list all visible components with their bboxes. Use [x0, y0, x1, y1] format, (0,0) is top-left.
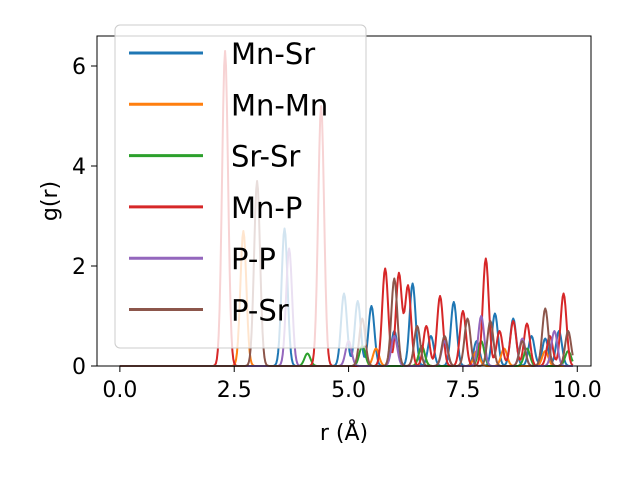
x-tick-label: 0.0: [102, 378, 137, 403]
legend-label-mn-sr: Mn-Sr: [231, 37, 315, 71]
legend-label-sr-sr: Sr-Sr: [231, 140, 300, 174]
y-tick-label: 2: [72, 255, 86, 280]
legend-label-p-sr: P-Sr: [231, 294, 289, 328]
x-tick-label: 2.5: [217, 378, 252, 403]
legend-label-mn-mn: Mn-Mn: [231, 88, 328, 122]
x-tick-label: 7.5: [445, 378, 480, 403]
x-tick-label: 5.0: [331, 378, 366, 403]
ticks: 0.0 2.5 5.0 7.5 10.0 0 2 4 6: [72, 55, 602, 403]
x-axis-label: r (Å): [320, 419, 368, 446]
y-tick-label: 0: [72, 355, 86, 380]
y-axis-label: g(r): [38, 181, 63, 221]
y-tick-label: 6: [72, 55, 86, 80]
legend-label-p-p: P-P: [231, 242, 276, 276]
legend: Mn-Sr Mn-Mn Sr-Sr Mn-P P-P P-Sr: [114, 24, 367, 349]
legend-label-mn-p: Mn-P: [231, 191, 302, 225]
x-tick-label: 10.0: [553, 378, 602, 403]
y-tick-label: 4: [72, 155, 86, 180]
